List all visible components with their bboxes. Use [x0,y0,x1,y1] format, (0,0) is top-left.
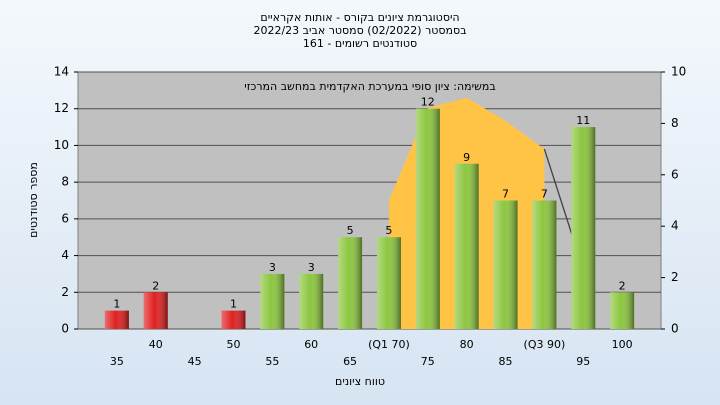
bar-shade [221,310,246,329]
y-tick-label: 0 [61,322,69,336]
x-tick-label: 85 [499,355,513,368]
chart-title: היסטוגרמת ציונים בקורס - אותות אקראיים [260,11,459,24]
bar-shade [260,273,285,329]
x-tick-label: 95 [576,355,590,368]
data-label: 5 [385,224,392,237]
data-label: 5 [347,224,354,237]
bar-shade [104,310,129,329]
y-tick-label: 2 [61,285,69,299]
annotation: במשימה: ציון סופי במערכת האקדמית במחשב ה… [244,80,495,93]
y-tick-label: 4 [61,248,69,262]
bar-shade [454,163,479,329]
y2-tick-label: 10 [671,65,686,79]
y2-tick-label: 2 [671,270,679,284]
x-tick-label: 100 [612,338,633,351]
data-label: 2 [619,279,626,292]
y-tick-label: 12 [54,101,69,115]
data-label: 9 [463,151,470,164]
chart-subtitle: סטודנטים רשומים - 161 [303,37,417,50]
data-label: 3 [308,261,315,274]
x-tick-label: 75 [421,355,435,368]
data-label: 12 [421,96,435,109]
data-label: 1 [230,298,237,311]
data-label: 3 [269,261,276,274]
data-label: 11 [576,114,590,127]
y-tick-label: 6 [61,211,69,225]
bar-shade [299,273,324,329]
bar-shade [571,127,596,329]
data-label: 7 [541,188,548,201]
bar-shade [493,200,518,329]
y-tick-label: 14 [54,65,69,79]
y-axis-label: מספר סטודנטים [27,162,40,238]
data-label: 7 [502,188,509,201]
y-tick-label: 8 [61,175,69,189]
x-tick-label: 80 [460,338,474,351]
bar-shade [376,237,401,329]
x-tick-label: (Q1 70) [368,338,410,351]
x-tick-label: 50 [226,338,240,351]
chart-subtitle: בסמסטר (02/2022) סמסטר אביב 2022/23 [253,24,466,37]
bar-shade [532,200,557,329]
x-tick-label: 40 [149,338,163,351]
data-label: 1 [113,298,120,311]
bar-shade [610,292,635,329]
y-tick-label: 10 [54,138,69,152]
x-tick-label: 60 [304,338,318,351]
bar-shade [143,292,168,329]
x-tick-label: 55 [265,355,279,368]
x-tick-label: 45 [188,355,202,368]
x-axis-label: טווח ציונים [335,375,385,388]
y2-tick-label: 6 [671,167,679,181]
y2-tick-label: 0 [671,322,679,336]
x-tick-label: 35 [110,355,124,368]
x-tick-label: 65 [343,355,357,368]
data-label: 2 [152,279,159,292]
y2-tick-label: 8 [671,116,679,130]
bar-shade [338,237,363,329]
bar-shade [415,108,440,329]
y2-tick-label: 4 [671,219,679,233]
x-tick-label: (Q3 90) [524,338,566,351]
plot-area [77,71,662,330]
